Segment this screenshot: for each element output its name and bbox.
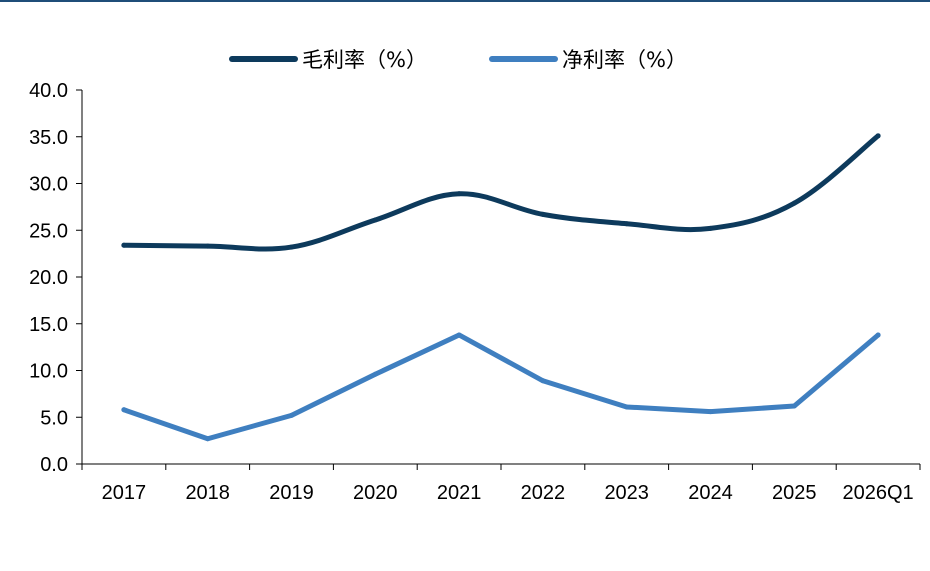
data-point (205, 243, 211, 249)
series-line-1 (121, 133, 881, 252)
top-rule (0, 0, 930, 2)
y-tick-label: 30.0 (29, 174, 68, 196)
data-point (456, 332, 462, 338)
x-tick-label: 2021 (437, 482, 482, 504)
data-point (372, 371, 378, 377)
y-tick-label: 25.0 (29, 220, 68, 242)
y-tick-label: 40.0 (29, 80, 68, 102)
data-point (708, 225, 713, 231)
data-point (289, 412, 294, 418)
data-point (289, 244, 294, 250)
data-point (372, 217, 378, 223)
data-point (540, 378, 546, 384)
legend: 毛利率（%） 净利率（%） (229, 48, 687, 72)
data-point (624, 404, 630, 410)
y-tick-label: 5.0 (40, 407, 68, 429)
data-point (791, 200, 797, 206)
data-point (456, 191, 462, 197)
legend-label-2: 净利率（%） (562, 48, 687, 72)
x-tick-label: 2025 (772, 482, 817, 504)
y-tick-label: 35.0 (29, 127, 68, 149)
x-tick-label: 2023 (604, 482, 649, 504)
data-point (540, 211, 546, 217)
data-point (708, 409, 713, 415)
data-point (121, 407, 127, 413)
data-point (791, 403, 797, 409)
axes: 0.0 5.0 10.0 15.0 20.0 25.0 30.0 35.0 40.0 2017 20… (29, 80, 921, 504)
data-point (205, 436, 211, 442)
x-tick-label: 2020 (353, 482, 398, 504)
series-layer (121, 133, 881, 442)
data-point (624, 221, 630, 227)
y-tick-label: 15.0 (29, 314, 68, 336)
data-point (875, 332, 881, 338)
x-tick-label: 2019 (269, 482, 314, 504)
x-tick-label: 2018 (185, 482, 230, 504)
y-tick-label: 20.0 (29, 267, 68, 289)
y-tick-label: 10.0 (29, 361, 68, 383)
x-tick-label: 2026Q1 (843, 482, 914, 504)
y-tick-label: 0.0 (40, 454, 68, 476)
legend-label-1: 毛利率（%） (302, 48, 427, 72)
data-point (875, 133, 881, 139)
series-line-2 (121, 332, 881, 442)
x-tick-label: 2017 (102, 482, 147, 504)
data-point (121, 242, 127, 248)
x-tick-label: 2024 (688, 482, 733, 504)
x-tick-label: 2022 (521, 482, 566, 504)
